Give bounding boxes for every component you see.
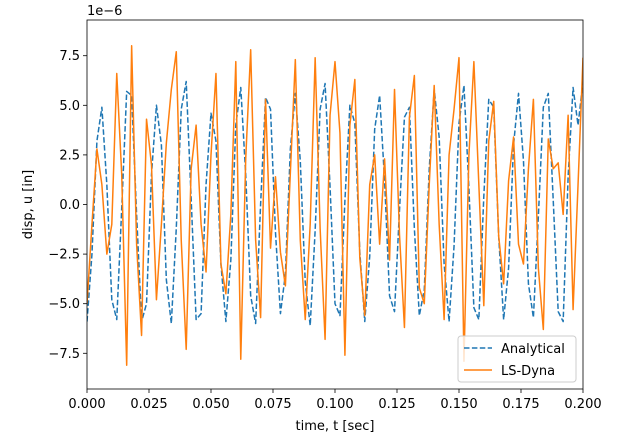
x-tick-label: 0.000 xyxy=(68,397,105,412)
y-tick-label: 0.0 xyxy=(59,198,80,213)
x-tick-label: 0.125 xyxy=(378,397,415,412)
x-tick-label: 0.025 xyxy=(130,397,167,412)
y-axis: −7.5 −5.0 −2.5 0.0 2.5 5.0 7.5 xyxy=(48,49,87,362)
x-axis-label: time, t [sec] xyxy=(296,419,375,434)
y-offset-label: 1e−6 xyxy=(87,4,122,19)
y-tick-label: −5.0 xyxy=(48,297,80,312)
x-tick-label: 0.050 xyxy=(192,397,229,412)
y-tick-label: −2.5 xyxy=(48,248,80,263)
x-tick-label: 0.200 xyxy=(564,397,601,412)
x-tick-label: 0.100 xyxy=(316,397,353,412)
legend-label: Analytical xyxy=(501,342,565,357)
y-tick-label: 2.5 xyxy=(59,148,80,163)
x-tick-label: 0.150 xyxy=(440,397,477,412)
series-line-ls-dyna xyxy=(87,45,583,366)
y-tick-label: −7.5 xyxy=(48,347,80,362)
legend: Analytical LS-Dyna xyxy=(457,335,577,383)
plot-area xyxy=(87,45,583,366)
legend-label: LS-Dyna xyxy=(501,364,555,379)
x-axis: 0.000 0.025 0.050 0.075 0.100 0.125 0.150 0.175… xyxy=(68,389,602,412)
x-tick-label: 0.075 xyxy=(254,397,291,412)
y-tick-label: 7.5 xyxy=(59,49,80,64)
series-line-analytical xyxy=(87,80,583,327)
x-tick-label: 0.175 xyxy=(502,397,539,412)
axes-frame xyxy=(86,19,584,390)
y-tick-label: 5.0 xyxy=(59,99,80,114)
y-axis-label: disp, u [in] xyxy=(21,170,36,240)
